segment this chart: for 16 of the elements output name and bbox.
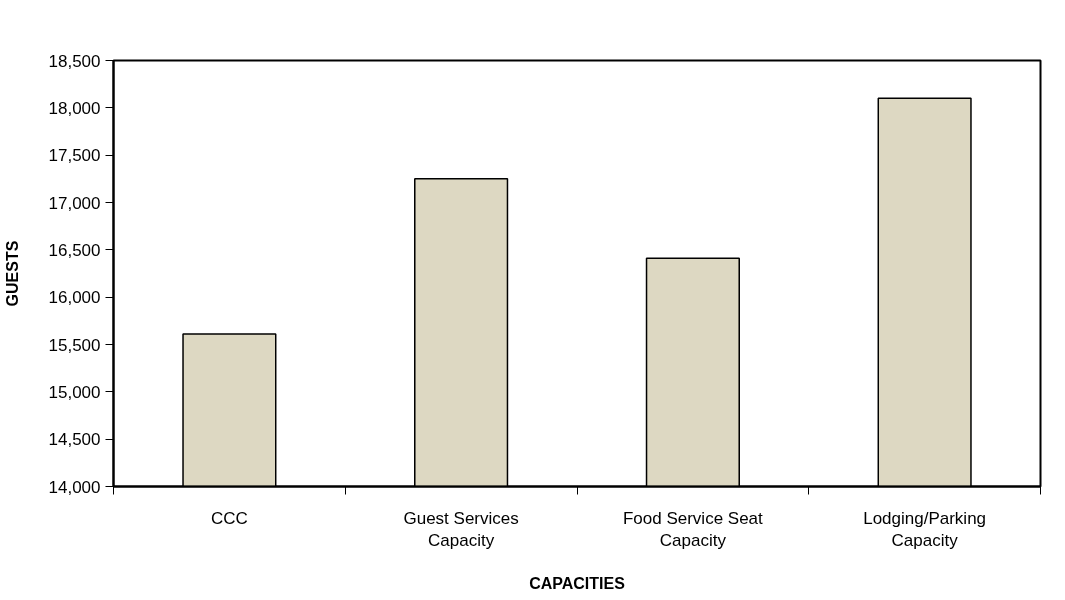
x-tick-label: Guest Services Capacity xyxy=(403,508,519,551)
y-axis-title: GUESTS xyxy=(3,240,21,307)
y-tick-label: 14,500 xyxy=(48,430,101,450)
y-tick-label: 15,500 xyxy=(48,335,101,355)
x-tick-label: Lodging/Parking Capacity xyxy=(863,508,987,551)
y-tick-label: 17,000 xyxy=(48,193,101,213)
x-axis-title: CAPACITIES xyxy=(529,575,626,593)
y-tick-label: 17,500 xyxy=(48,146,101,166)
x-tick-label: CCC xyxy=(210,508,248,528)
y-tick-label: 18,500 xyxy=(48,51,101,71)
y-tick-label: 16,000 xyxy=(48,288,101,308)
y-tick-label: 14,000 xyxy=(48,477,101,497)
x-tick-label: Food Service Seat Capacity xyxy=(622,508,764,551)
y-tick-label: 15,000 xyxy=(48,382,101,402)
y-tick-label: 16,500 xyxy=(48,240,101,260)
y-tick-label: 18,000 xyxy=(48,98,101,118)
